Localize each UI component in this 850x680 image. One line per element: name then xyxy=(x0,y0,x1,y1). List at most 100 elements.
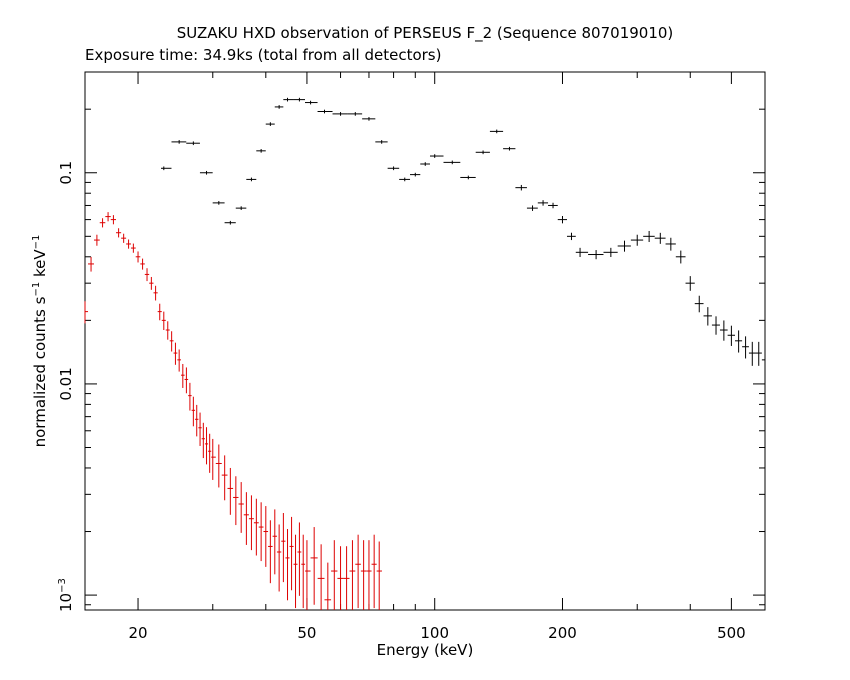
chart-title: SUZAKU HXD observation of PERSEUS F_2 (S… xyxy=(177,24,674,43)
data-point xyxy=(643,230,655,242)
data-point xyxy=(238,482,244,533)
y-axis-label-part-a: normalized counts s xyxy=(31,296,49,447)
data-point xyxy=(735,330,743,353)
data-point xyxy=(212,201,225,205)
chart-subtitle: Exposure time: 34.9ks (total from all de… xyxy=(85,46,441,64)
data-point xyxy=(305,540,311,610)
series-0 xyxy=(84,212,382,610)
y-axis-label: normalized counts s−1 keV−1 xyxy=(31,235,49,448)
data-point xyxy=(324,562,332,610)
data-point xyxy=(548,202,558,209)
y-tick-label: 0.01 xyxy=(57,367,75,400)
data-point xyxy=(157,303,162,321)
data-point xyxy=(557,216,567,224)
data-point xyxy=(588,250,604,260)
data-point xyxy=(208,433,212,473)
data-point xyxy=(293,97,306,102)
data-point xyxy=(283,97,294,102)
data-point xyxy=(371,534,377,609)
data-point xyxy=(268,520,273,584)
data-point xyxy=(332,112,348,116)
data-point xyxy=(675,250,686,264)
y-tick-label: 10−3 xyxy=(57,578,75,612)
data-point xyxy=(199,170,213,175)
data-series xyxy=(84,97,766,610)
data-point xyxy=(575,247,589,258)
data-point xyxy=(460,175,476,180)
data-point xyxy=(742,336,749,359)
data-point xyxy=(135,251,141,263)
data-point xyxy=(410,172,421,177)
data-point xyxy=(317,109,333,114)
data-point xyxy=(376,541,382,610)
data-point xyxy=(99,218,106,228)
data-point xyxy=(355,534,361,609)
data-point xyxy=(191,396,196,427)
data-point xyxy=(188,382,192,411)
data-point xyxy=(144,268,150,282)
data-point xyxy=(184,367,189,394)
data-point xyxy=(603,247,618,258)
data-point xyxy=(169,331,174,352)
data-point xyxy=(347,112,363,116)
data-point xyxy=(362,117,376,121)
data-point xyxy=(281,512,286,583)
data-point xyxy=(289,516,294,591)
data-point xyxy=(305,100,318,105)
y-axis-label-sup1: −1 xyxy=(31,282,42,297)
axis-ticks xyxy=(85,71,766,610)
axis-tick-labels: 20 50 100 200 500 0.1 0.01 10−3 xyxy=(57,161,746,642)
data-point xyxy=(140,258,145,270)
data-point xyxy=(195,404,199,437)
data-point xyxy=(719,320,728,341)
data-point xyxy=(243,492,249,545)
data-point xyxy=(429,154,444,158)
data-point xyxy=(349,540,356,610)
data-point xyxy=(399,177,411,182)
data-point xyxy=(343,546,350,610)
data-point xyxy=(265,122,275,126)
data-point xyxy=(420,162,430,166)
data-point xyxy=(149,276,154,290)
x-axis-label: Energy (keV) xyxy=(377,641,474,659)
data-point xyxy=(116,228,122,238)
data-point xyxy=(105,212,111,222)
data-point xyxy=(110,215,117,225)
data-point xyxy=(515,184,527,191)
data-point xyxy=(248,495,254,551)
data-point xyxy=(711,316,720,335)
data-point xyxy=(727,325,736,346)
plot-frame xyxy=(84,71,766,611)
data-point xyxy=(201,422,205,459)
data-point xyxy=(130,243,136,253)
data-point xyxy=(276,524,282,592)
data-point xyxy=(317,544,325,610)
data-point xyxy=(253,498,259,556)
data-point xyxy=(526,205,538,211)
data-point xyxy=(204,427,209,465)
data-point xyxy=(310,527,318,605)
data-point xyxy=(443,160,461,165)
data-point xyxy=(198,412,202,446)
data-point xyxy=(366,540,372,610)
data-point xyxy=(126,239,131,249)
data-point xyxy=(537,200,549,206)
data-point xyxy=(88,256,94,272)
data-point xyxy=(233,476,239,526)
series-1 xyxy=(161,97,766,373)
data-point xyxy=(755,341,762,366)
data-point xyxy=(161,166,172,171)
data-point xyxy=(761,348,766,373)
data-point xyxy=(84,301,89,324)
x-tick-label: 50 xyxy=(297,624,316,642)
data-point xyxy=(694,295,704,313)
data-point xyxy=(173,342,178,365)
data-point xyxy=(703,307,712,326)
data-point xyxy=(274,105,284,109)
x-tick-label: 20 xyxy=(128,624,147,642)
data-point xyxy=(121,233,127,243)
data-point xyxy=(489,129,504,134)
x-tick-label: 100 xyxy=(420,624,449,642)
data-point xyxy=(566,232,576,241)
